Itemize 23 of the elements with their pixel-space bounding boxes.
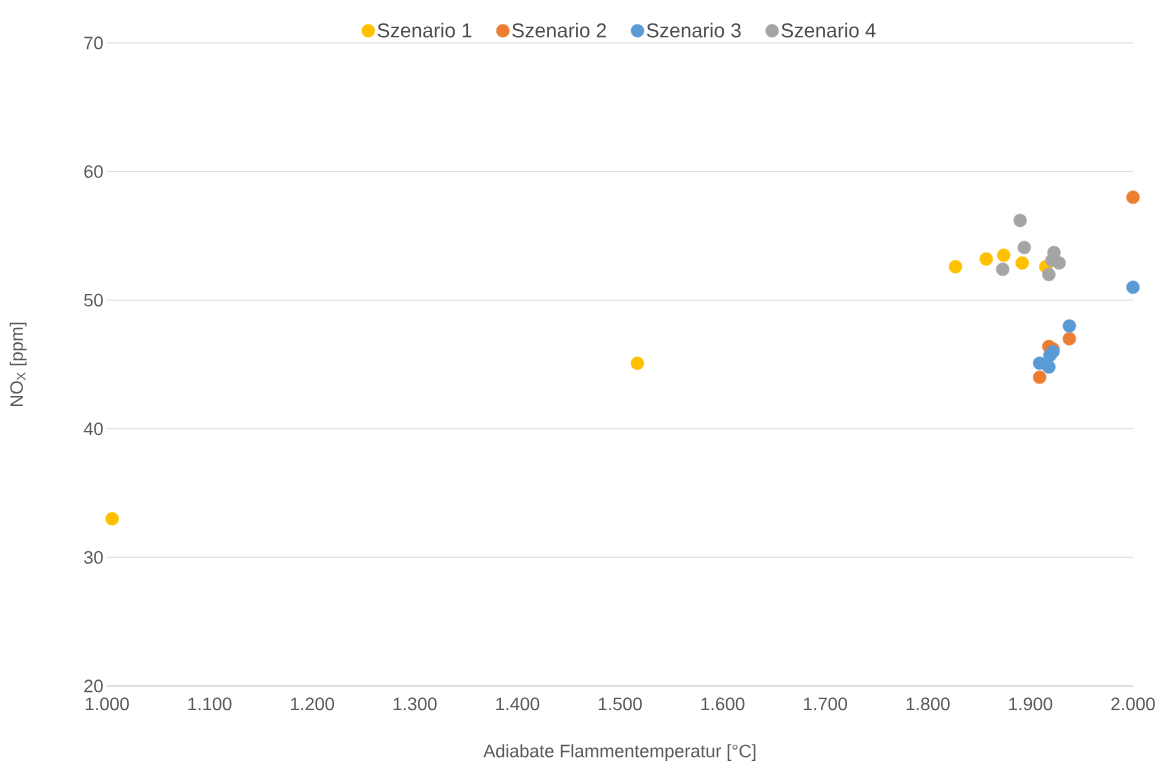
x-tick-label: 1.400 (496, 697, 540, 711)
x-tick-label: 1.800 (906, 697, 950, 711)
x-tick-label: 1.700 (804, 697, 848, 711)
legend-label: Szenario 1 (377, 22, 472, 38)
y-tick-label: 70 (84, 36, 103, 50)
y-tick-label: 30 (84, 551, 103, 564)
y-tick-label: 60 (84, 165, 103, 178)
y-tick-label: 40 (83, 422, 103, 436)
y-tick-label: 20 (84, 679, 103, 693)
x-tick-label: 2.000 (1111, 697, 1155, 711)
x-tick-label: 1.100 (188, 697, 232, 711)
x-tick-label: 1.300 (393, 697, 437, 711)
legend-label: Szenario 4 (781, 22, 876, 38)
x-tick-label: 1.200 (291, 697, 335, 711)
x-axis-title: Adiabate Flammentemperatur [°C] (483, 744, 756, 761)
x-tick-label: 1.900 (1009, 697, 1053, 711)
y-axis-title: NO$_{X}$ [ppm] (9, 322, 27, 406)
y-tick-label: 50 (84, 293, 103, 307)
legend-label: Szenario 3 (646, 22, 741, 38)
x-tick-label: 1.500 (598, 697, 642, 711)
x-tick-label: 1.000 (85, 697, 129, 711)
x-tick-label: 1.600 (701, 697, 745, 711)
legend-label: Szenario 2 (512, 22, 606, 38)
